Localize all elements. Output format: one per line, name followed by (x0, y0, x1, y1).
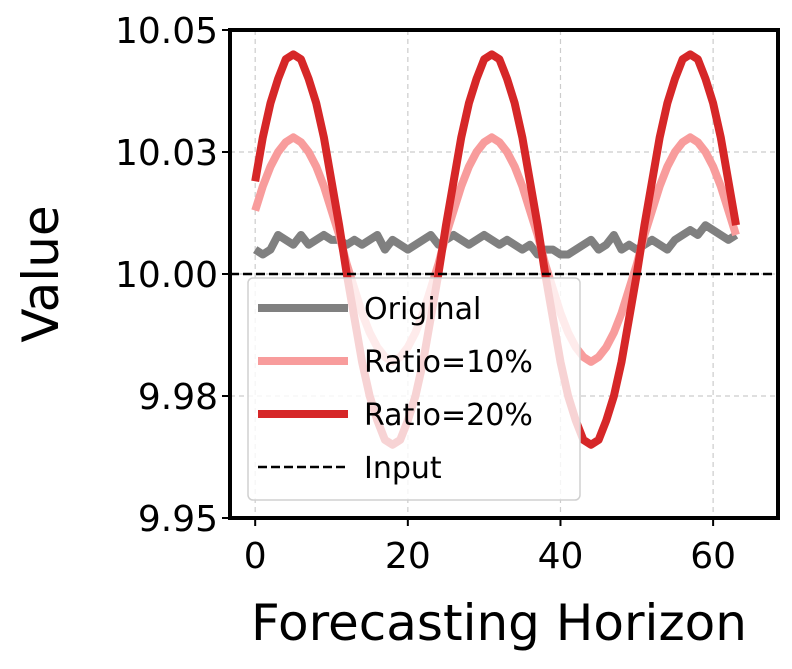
y-tick-label: 9.98 (138, 377, 218, 418)
x-tick-label: 60 (690, 536, 736, 577)
legend-label: Ratio=10% (364, 345, 533, 380)
legend-label: Input (364, 451, 442, 486)
series-line (251, 50, 740, 449)
legend-box (247, 277, 581, 501)
y-tick-label: 10.05 (115, 11, 218, 52)
x-tick-label: 20 (385, 536, 431, 577)
series-line (253, 221, 739, 259)
y-tick-label: 10.03 (115, 133, 218, 174)
y-tick-label: 10.00 (115, 255, 218, 296)
x-axis-label: Forecasting Horizon (251, 594, 747, 652)
plot-frame (228, 28, 780, 520)
legend-label: Original (364, 292, 481, 327)
y-tick-label: 9.95 (138, 499, 218, 540)
y-axis-label: Value (12, 205, 70, 342)
x-tick-label: 0 (244, 536, 267, 577)
legend: Original Ratio=10% Ratio=20% Input (247, 277, 581, 501)
legend-label: Ratio=20% (364, 398, 533, 433)
x-tick-label: 40 (538, 536, 584, 577)
